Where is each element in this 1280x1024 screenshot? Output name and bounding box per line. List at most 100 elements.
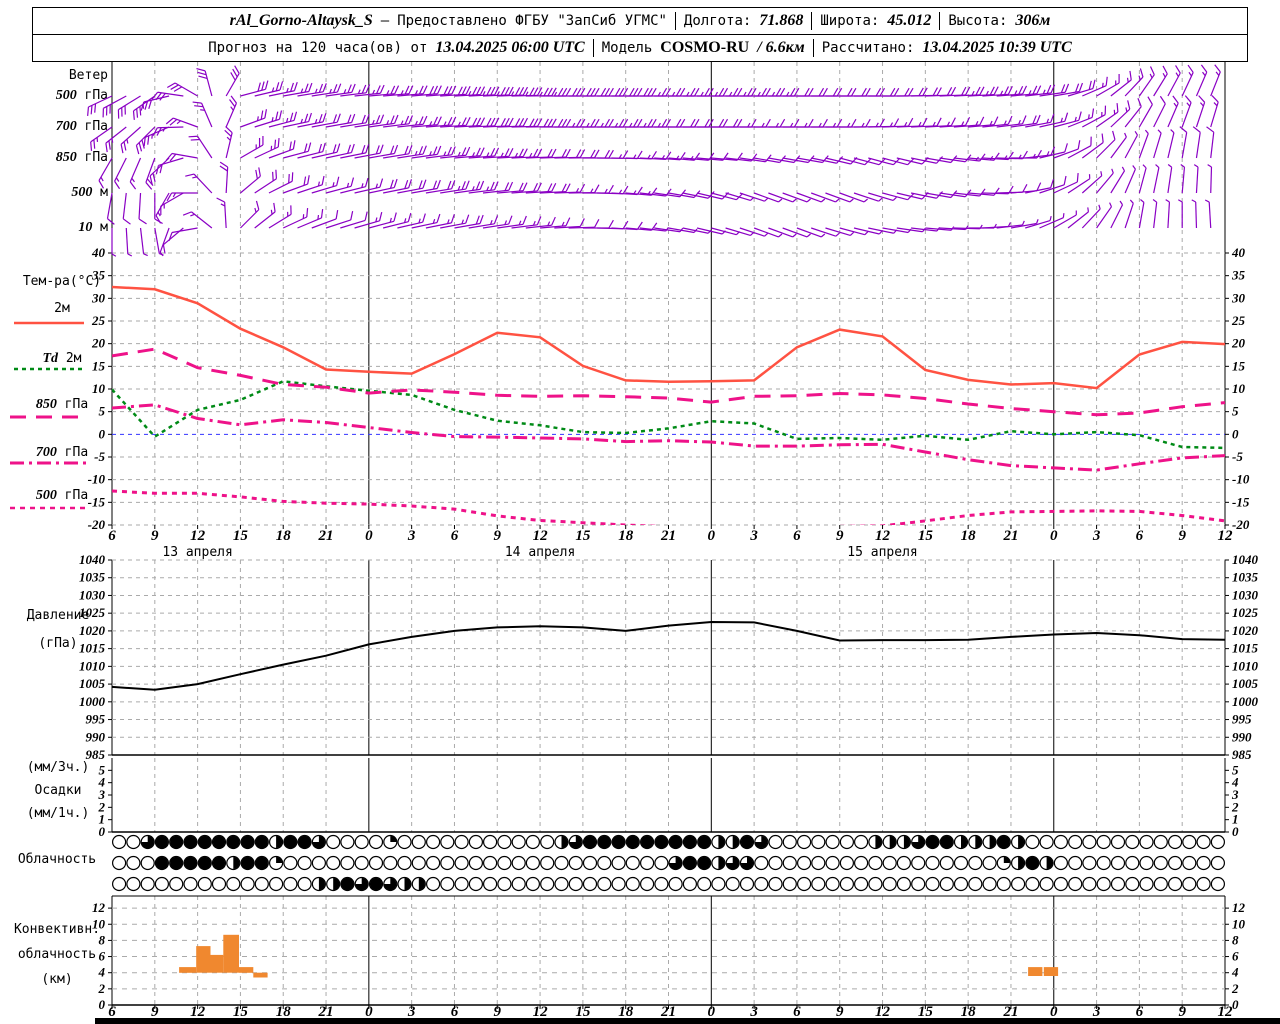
svg-text:1040: 1040 [79,552,106,567]
svg-text:4: 4 [98,775,106,790]
wind-level-value: 500 [55,88,77,103]
svg-text:15: 15 [233,528,249,544]
svg-text:985: 985 [1232,747,1252,762]
model-resolution: / 6.6км [757,39,805,56]
svg-text:15: 15 [92,358,106,373]
legend-em: Td [42,351,59,366]
svg-text:1010: 1010 [79,658,106,673]
svg-text:30: 30 [91,290,106,305]
svg-text:30: 30 [1231,290,1246,305]
svg-text:20: 20 [1231,336,1246,351]
svg-text:1: 1 [1232,812,1239,827]
svg-text:-5: -5 [94,449,105,464]
wind-level-700hpa: 700 гПа [14,119,108,134]
wind-level-10m: 10 м [14,220,108,235]
header-divider [812,39,814,57]
svg-text:12: 12 [92,900,106,915]
svg-text:15: 15 [575,1004,591,1020]
svg-text:6: 6 [793,528,801,544]
legend-t2m: 2м [14,301,110,316]
svg-text:0: 0 [1050,528,1058,544]
svg-text:18: 18 [961,528,977,544]
svg-text:12: 12 [1232,900,1246,915]
latitude-label: Широта: [820,13,880,29]
svg-text:18: 18 [618,1004,634,1020]
legend-t850: 850 гПа [14,397,110,412]
svg-text:995: 995 [86,712,106,727]
legend-label: гПа [64,397,89,412]
svg-text:6: 6 [793,1004,801,1020]
legend-em: 700 [35,445,57,460]
svg-text:1015: 1015 [79,641,106,656]
svg-text:9: 9 [151,1004,159,1020]
svg-text:1035: 1035 [79,570,106,585]
wind-level-500hpa: 500 гПа [14,88,108,103]
svg-text:2: 2 [1231,799,1239,814]
legend-label: 2м [54,301,70,316]
svg-text:1: 1 [99,812,106,827]
svg-text:3: 3 [1092,528,1101,544]
svg-text:-5: -5 [1232,449,1243,464]
svg-text:6: 6 [108,1004,116,1020]
svg-text:12: 12 [875,528,891,544]
svg-text:14 апреля: 14 апреля [505,545,575,560]
svg-text:3: 3 [1231,787,1239,802]
svg-text:6: 6 [108,528,116,544]
svg-text:6: 6 [451,1004,459,1020]
legend-label: гПа [64,445,89,460]
station-name: rAl_Gorno-Altaysk_S [229,12,373,29]
svg-text:1040: 1040 [1232,552,1259,567]
svg-text:1010: 1010 [1232,658,1259,673]
precip-label: Осадки [34,783,82,798]
svg-text:10: 10 [1232,381,1246,396]
wind-level-unit: гПа [84,88,108,103]
svg-text:25: 25 [1231,313,1246,328]
svg-text:35: 35 [91,268,106,283]
svg-text:12: 12 [190,528,206,544]
wind-level-unit: гПа [84,150,108,165]
svg-text:0: 0 [708,1004,716,1020]
svg-text:5: 5 [1232,762,1239,777]
legend-em: 500 [35,488,57,503]
pressure-label: Давление [26,608,90,623]
svg-text:0: 0 [99,997,106,1012]
wind-level-value: 850 [55,150,77,165]
svg-text:35: 35 [1231,268,1246,283]
temperature-panel-title: Тем-ра(°C) [22,274,102,289]
svg-text:15: 15 [575,528,591,544]
svg-text:4: 4 [98,965,106,980]
svg-text:21: 21 [660,528,676,544]
legend-t700: 700 гПа [14,445,110,460]
svg-text:3: 3 [98,787,106,802]
svg-text:15: 15 [918,528,934,544]
svg-text:-10: -10 [1232,472,1250,487]
svg-text:2: 2 [1231,981,1239,996]
svg-text:12: 12 [190,1004,206,1020]
svg-text:0: 0 [365,528,373,544]
svg-text:5: 5 [99,762,106,777]
wind-level-unit: м [100,185,108,200]
svg-text:9: 9 [494,528,502,544]
header-divider [592,39,594,57]
header-line-2: Прогноз на 120 часа(ов) от 13.04.2025 06… [33,35,1247,61]
svg-text:12: 12 [533,1004,549,1020]
altitude-value: 306м [1015,12,1051,29]
svg-text:9: 9 [494,1004,502,1020]
svg-text:15: 15 [1232,358,1246,373]
wind-level-500m: 500 м [14,185,108,200]
svg-text:10: 10 [92,916,106,931]
svg-text:0: 0 [1232,824,1239,839]
svg-text:1020: 1020 [79,623,106,638]
svg-text:6: 6 [1136,528,1144,544]
svg-text:21: 21 [660,1004,676,1020]
svg-text:990: 990 [1232,729,1252,744]
svg-text:9: 9 [1178,528,1186,544]
svg-text:-20: -20 [1232,517,1250,532]
svg-text:15: 15 [233,1004,249,1020]
svg-text:21: 21 [318,528,334,544]
svg-text:10: 10 [1232,916,1246,931]
header-divider [674,12,676,30]
svg-text:1035: 1035 [1232,570,1259,585]
svg-text:0: 0 [99,824,106,839]
